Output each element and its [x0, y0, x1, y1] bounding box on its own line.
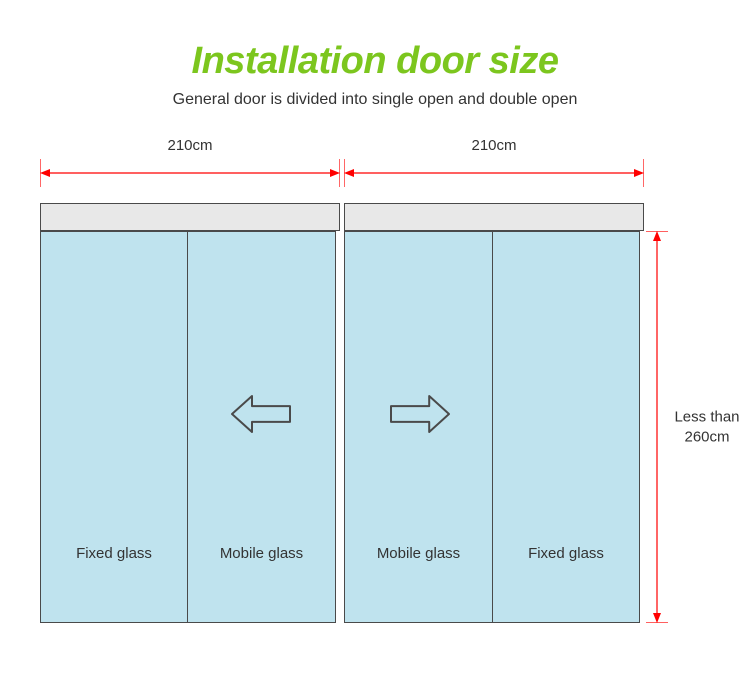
panel-label: Mobile glass	[377, 545, 460, 562]
dimension-label: Less than 260cm	[672, 408, 742, 447]
dimension-label: 210cm	[344, 137, 644, 154]
page-subtitle: General door is divided into single open…	[0, 91, 750, 109]
panel-label: Fixed glass	[76, 545, 152, 562]
glass-panel: Fixed glass	[40, 231, 188, 623]
track-right	[344, 203, 644, 231]
arrow-left-icon	[230, 392, 294, 436]
glass-panel: Mobile glass	[188, 231, 336, 623]
dimension-line-icon	[344, 155, 644, 195]
dimension-line-icon	[40, 155, 340, 195]
dimension-line-icon	[644, 231, 674, 623]
track-left	[40, 203, 340, 231]
track-row	[40, 203, 644, 231]
door-diagram: 210cm 210cm Fixed glass Mobile glass Mobil…	[40, 155, 710, 655]
dimension-top-right: 210cm	[344, 155, 644, 195]
panel-label: Mobile glass	[220, 545, 303, 562]
page-title: Installation door size	[0, 40, 750, 83]
arrow-right-icon	[387, 392, 451, 436]
header: Installation door size General door is d…	[0, 0, 750, 109]
dimension-top-left: 210cm	[40, 155, 340, 195]
dimension-right: Less than 260cm	[644, 231, 714, 623]
dimension-label: 210cm	[40, 137, 340, 154]
glass-panel: Mobile glass	[344, 231, 492, 623]
glass-panel: Fixed glass	[492, 231, 640, 623]
panel-row: Fixed glass Mobile glass Mobile glass Fixed…	[40, 231, 640, 623]
panel-label: Fixed glass	[528, 545, 604, 562]
